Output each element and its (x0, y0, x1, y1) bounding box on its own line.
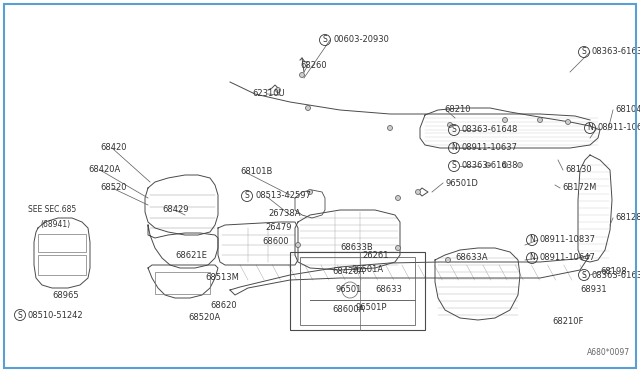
Circle shape (447, 122, 452, 128)
Text: 26479: 26479 (265, 224, 291, 232)
Text: 62310U: 62310U (252, 90, 285, 99)
Text: N: N (451, 144, 457, 153)
Text: 68520A: 68520A (188, 314, 220, 323)
Circle shape (518, 163, 522, 167)
Circle shape (486, 163, 490, 167)
Text: 08363-61638: 08363-61638 (592, 270, 640, 279)
Circle shape (305, 106, 310, 110)
Text: 68101B: 68101B (240, 167, 273, 176)
Text: 68210F: 68210F (552, 317, 584, 327)
Text: 68513M: 68513M (205, 273, 239, 282)
Bar (290, 252, 425, 330)
Circle shape (566, 119, 570, 125)
Text: N: N (587, 124, 593, 132)
Text: 96501P: 96501P (355, 304, 387, 312)
Text: 68104: 68104 (615, 106, 640, 115)
Text: 96501A: 96501A (352, 266, 384, 275)
Text: 68633B: 68633B (340, 244, 372, 253)
Circle shape (296, 243, 301, 247)
Text: S: S (582, 270, 586, 279)
Text: 08513-42597: 08513-42597 (255, 192, 311, 201)
Text: 68633A: 68633A (455, 253, 488, 263)
Bar (38, 255, 86, 275)
Text: (68941): (68941) (40, 219, 70, 228)
Text: 08911-10647: 08911-10647 (540, 253, 596, 263)
Circle shape (502, 118, 508, 122)
Circle shape (538, 118, 543, 122)
Text: 68965: 68965 (52, 291, 79, 299)
Circle shape (307, 189, 312, 195)
Text: S: S (452, 161, 456, 170)
Text: 68520: 68520 (100, 183, 127, 192)
Text: N: N (529, 235, 535, 244)
Text: 26738A: 26738A (268, 209, 301, 218)
Text: 68420: 68420 (100, 144, 127, 153)
Bar (300, 257, 415, 325)
Text: 08363-61638: 08363-61638 (462, 161, 518, 170)
Text: 96501: 96501 (335, 285, 362, 295)
Circle shape (387, 125, 392, 131)
Text: 68931: 68931 (580, 285, 607, 295)
Text: 68198: 68198 (600, 267, 627, 276)
Text: A680*0097: A680*0097 (587, 348, 630, 357)
Text: SEE SEC.685: SEE SEC.685 (28, 205, 76, 215)
Text: 08911-10637: 08911-10637 (462, 144, 518, 153)
Text: 26261: 26261 (362, 250, 388, 260)
Circle shape (445, 257, 451, 263)
Text: 68128: 68128 (615, 214, 640, 222)
Text: S: S (323, 35, 328, 45)
Text: 68600: 68600 (262, 237, 289, 247)
Circle shape (275, 87, 280, 93)
Circle shape (502, 163, 508, 167)
Circle shape (396, 246, 401, 250)
Circle shape (300, 73, 305, 77)
Text: S: S (18, 311, 22, 320)
Text: S: S (582, 48, 586, 57)
Text: 08911-10837: 08911-10837 (540, 235, 596, 244)
Text: 68633: 68633 (375, 285, 402, 295)
Text: 6B172M: 6B172M (562, 183, 596, 192)
Text: 68620: 68620 (210, 301, 237, 310)
Text: 08363-61638: 08363-61638 (592, 48, 640, 57)
Text: S: S (452, 125, 456, 135)
Text: N: N (529, 253, 535, 263)
Text: S: S (244, 192, 250, 201)
Text: 08911-10637: 08911-10637 (598, 124, 640, 132)
Bar (38, 234, 86, 252)
Text: 68621E: 68621E (175, 250, 207, 260)
Text: 68260: 68260 (300, 61, 326, 70)
Text: 68130: 68130 (565, 166, 591, 174)
Text: 96501D: 96501D (445, 179, 478, 187)
Circle shape (415, 189, 420, 195)
Circle shape (396, 196, 401, 201)
Text: 08363-61648: 08363-61648 (462, 125, 518, 135)
Text: 08510-51242: 08510-51242 (28, 311, 84, 320)
Text: 00603-20930: 00603-20930 (333, 35, 389, 45)
Text: 68600A: 68600A (332, 305, 364, 314)
Text: 68210: 68210 (444, 106, 470, 115)
Bar (155, 272, 210, 294)
Text: 68429: 68429 (162, 205, 189, 215)
Text: 68420A: 68420A (332, 267, 364, 276)
Text: 68420A: 68420A (88, 166, 120, 174)
